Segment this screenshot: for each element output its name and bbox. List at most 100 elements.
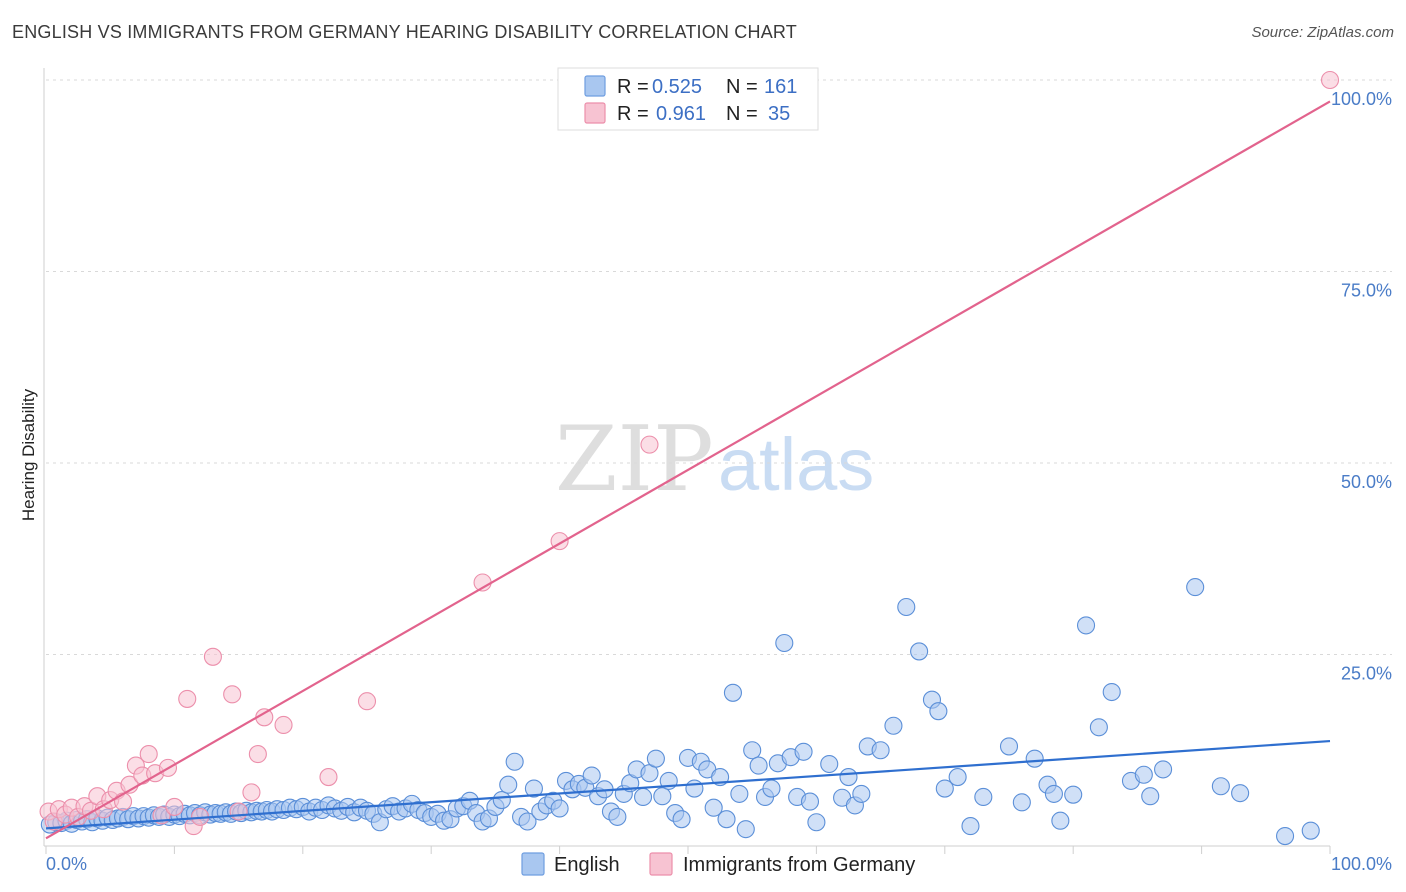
english-point-118 <box>743 741 762 760</box>
legend-n-label-english: N = <box>726 76 758 98</box>
english-point-119 <box>749 756 768 775</box>
bottom-legend-label-germany: Immigrants from Germany <box>683 854 915 876</box>
english-point-101 <box>634 787 653 807</box>
y-axis-label: Hearing Disability <box>19 388 38 521</box>
axes <box>43 68 1331 854</box>
english-point-147 <box>1025 749 1044 768</box>
english-point-80 <box>499 775 518 794</box>
english-point-117 <box>736 820 755 839</box>
english-point-163 <box>1301 821 1320 840</box>
bottom-legend-label-english: English <box>554 854 620 876</box>
germany-point-16 <box>139 745 158 764</box>
english-point-88 <box>550 799 569 818</box>
legend-r-value-germany: 0.961 <box>656 103 706 125</box>
english-point-97 <box>608 807 627 826</box>
series-immigrants-from-germany <box>39 70 1340 836</box>
english-point-135 <box>871 741 890 760</box>
english-point-152 <box>1076 616 1096 635</box>
english-point-162 <box>1276 826 1295 846</box>
english-point-116 <box>730 784 749 803</box>
watermark-zip: ZIP <box>555 407 714 512</box>
english-point-127 <box>800 792 820 811</box>
germany-point-26 <box>229 802 248 821</box>
source-label: Source: ZipAtlas.com <box>1251 24 1394 41</box>
english-point-158 <box>1154 760 1173 779</box>
english-point-81 <box>505 752 524 771</box>
germany-point-31 <box>319 768 338 787</box>
series-legend: English Immigrants from Germany <box>521 852 915 876</box>
english-point-146 <box>1012 793 1031 812</box>
english-point-114 <box>717 810 736 829</box>
english-point-83 <box>518 812 537 831</box>
english-point-103 <box>646 749 665 768</box>
y-tick-label-3: 100.0% <box>1331 89 1392 109</box>
germany-point-25 <box>223 685 242 704</box>
english-point-149 <box>1044 784 1063 803</box>
english-point-157 <box>1141 787 1160 806</box>
english-point-159 <box>1186 578 1205 597</box>
y-tick-label-1: 50.0% <box>1341 472 1392 492</box>
tick-labels: 25.0% 50.0% 75.0% 100.0% 0.0% 100.0% <box>46 89 1392 874</box>
bottom-legend-swatch-english <box>521 852 545 876</box>
stats-legend: R = 0.525 N = 161 R = 0.961 N = 35 <box>557 67 819 131</box>
english-point-138 <box>910 642 929 661</box>
english-point-84 <box>524 779 543 798</box>
english-point-150 <box>1051 811 1070 830</box>
germany-point-20 <box>165 797 184 816</box>
english-point-107 <box>672 810 691 829</box>
english-point-160 <box>1211 777 1230 796</box>
y-tick-label-0: 25.0% <box>1341 664 1392 684</box>
germany-point-36 <box>1320 70 1340 90</box>
watermark: ZIP atlas <box>555 407 874 512</box>
english-point-128 <box>807 813 826 832</box>
english-point-115 <box>723 683 742 702</box>
english-point-129 <box>820 754 839 774</box>
english-trend-line <box>45 739 1331 830</box>
english-point-156 <box>1134 765 1153 784</box>
english-point-79 <box>492 790 511 810</box>
x-tick-label-0: 0.0% <box>46 854 87 874</box>
english-point-161 <box>1231 784 1250 803</box>
germany-point-21 <box>178 689 197 708</box>
watermark-atlas: atlas <box>718 423 874 506</box>
series-english <box>40 578 1320 846</box>
germany-point-32 <box>357 692 377 711</box>
y-tick-label-2: 75.0% <box>1341 281 1392 301</box>
legend-n-value-english: 161 <box>764 76 797 98</box>
english-point-121 <box>762 779 781 798</box>
english-point-133 <box>852 784 871 803</box>
english-point-112 <box>704 798 723 817</box>
english-point-142 <box>948 768 967 787</box>
germany-point-35 <box>640 435 659 454</box>
english-point-141 <box>935 779 954 798</box>
legend-r-value-english: 0.525 <box>652 76 702 98</box>
legend-r-label-english: R = <box>617 76 649 98</box>
legend-swatch-english <box>584 75 606 97</box>
english-point-154 <box>1102 682 1121 702</box>
germany-point-30 <box>274 715 293 735</box>
germany-point-27 <box>242 783 261 802</box>
gridlines <box>46 79 1392 655</box>
trend-lines <box>45 100 1331 840</box>
english-point-145 <box>999 737 1019 756</box>
english-point-140 <box>929 702 948 721</box>
germany-point-24 <box>203 647 222 666</box>
germany-point-28 <box>248 745 267 764</box>
legend-swatch-germany <box>584 102 606 124</box>
english-point-126 <box>794 742 813 761</box>
legend-n-value-germany: 35 <box>768 103 790 125</box>
legend-n-label-germany: N = <box>726 103 758 125</box>
english-point-136 <box>884 716 903 735</box>
english-point-143 <box>961 817 980 836</box>
english-point-151 <box>1064 785 1083 804</box>
chart-title: ENGLISH VS IMMIGRANTS FROM GERMANY HEARI… <box>12 22 797 42</box>
germany-point-12 <box>113 792 133 811</box>
bottom-legend-swatch-germany <box>649 852 673 876</box>
english-point-131 <box>839 768 858 787</box>
legend-r-label-germany: R = <box>617 103 649 125</box>
english-point-109 <box>685 779 704 798</box>
english-point-137 <box>897 597 916 617</box>
english-point-153 <box>1089 718 1108 737</box>
english-point-104 <box>653 787 672 806</box>
